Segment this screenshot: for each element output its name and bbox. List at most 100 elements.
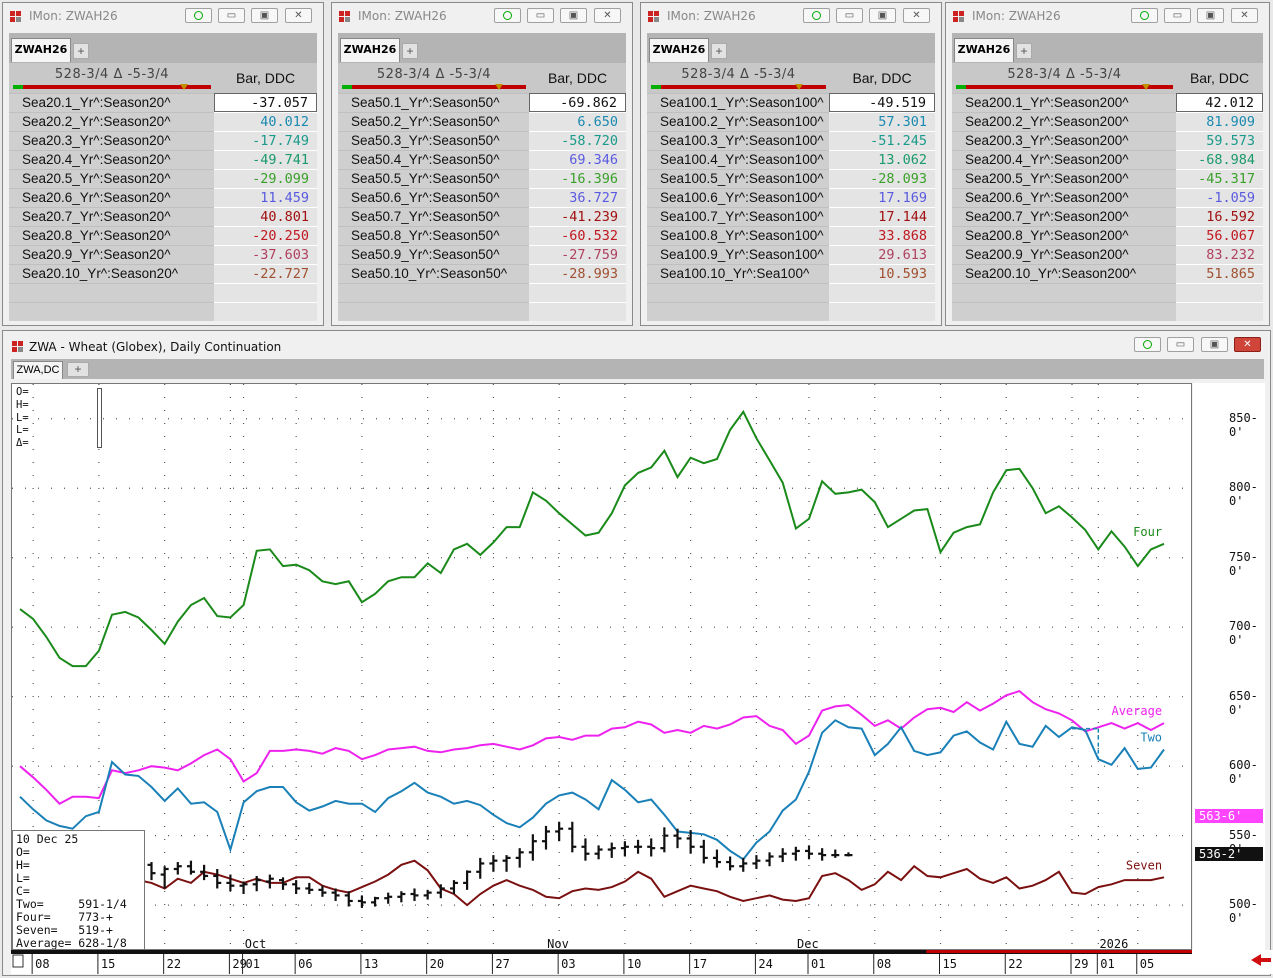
monitor-row[interactable]: Sea20.5_Yr^:Season20^ -29.099 <box>9 169 317 188</box>
row-value[interactable]: -69.862 <box>529 93 626 112</box>
row-value[interactable]: 57.301 <box>829 112 935 131</box>
monitor-row[interactable]: Sea50.6_Yr^:Season50^ 36.727 <box>338 188 626 207</box>
monitor-row[interactable]: Sea200.3_Yr^:Season200^ 59.573 <box>952 131 1263 150</box>
monitor-row[interactable]: Sea100.8_Yr^:Season100^ 33.868 <box>647 226 935 245</box>
close-button[interactable]: ✕ <box>903 8 930 23</box>
monitor-row[interactable]: Sea200.9_Yr^:Season200^ 83.232 <box>952 245 1263 264</box>
row-value[interactable]: -60.532 <box>529 226 626 245</box>
monitor-row[interactable]: Sea200.8_Yr^:Season200^ 56.067 <box>952 226 1263 245</box>
monitor-row[interactable]: Sea100.7_Yr^:Season100^ 17.144 <box>647 207 935 226</box>
close-button[interactable]: ✕ <box>1231 8 1258 23</box>
row-value[interactable]: -37.603 <box>214 245 317 264</box>
link-button[interactable] <box>185 8 212 23</box>
row-value[interactable]: 11.459 <box>214 188 317 207</box>
row-value[interactable]: -16.396 <box>529 169 626 188</box>
row-value[interactable]: 17.169 <box>829 188 935 207</box>
column-header[interactable]: Bar, DDC <box>529 63 626 93</box>
tab-zwah26[interactable]: ZWAH26 <box>649 38 709 62</box>
row-value[interactable]: -20.250 <box>214 226 317 245</box>
row-value[interactable]: 33.868 <box>829 226 935 245</box>
row-value[interactable]: 40.012 <box>214 112 317 131</box>
link-button[interactable] <box>1131 8 1158 23</box>
monitor-row[interactable]: Sea100.9_Yr^:Season100^ 29.613 <box>647 245 935 264</box>
row-value[interactable]: 42.012 <box>1176 93 1263 112</box>
row-value[interactable]: 6.650 <box>529 112 626 131</box>
row-value[interactable]: 56.067 <box>1176 226 1263 245</box>
monitor-row[interactable]: Sea200.1_Yr^:Season200^ 42.012 <box>952 93 1263 112</box>
minimize-button[interactable]: ▭ <box>836 8 863 23</box>
monitor-row[interactable]: Sea200.6_Yr^:Season200^ -1.059 <box>952 188 1263 207</box>
row-value[interactable]: 59.573 <box>1176 131 1263 150</box>
monitor-row[interactable]: Sea200.10_Yr^:Season200^ 51.865 <box>952 264 1263 283</box>
link-button[interactable] <box>1134 337 1161 352</box>
row-value[interactable]: 29.613 <box>829 245 935 264</box>
row-value[interactable]: 36.727 <box>529 188 626 207</box>
row-value[interactable]: 16.592 <box>1176 207 1263 226</box>
row-value[interactable]: -68.984 <box>1176 150 1263 169</box>
monitor-row[interactable]: Sea100.3_Yr^:Season100^ -51.245 <box>647 131 935 150</box>
row-value[interactable]: -51.245 <box>829 131 935 150</box>
monitor-row[interactable]: Sea50.2_Yr^:Season50^ 6.650 <box>338 112 626 131</box>
row-value[interactable]: -45.317 <box>1176 169 1263 188</box>
row-value[interactable]: -29.099 <box>214 169 317 188</box>
row-value[interactable]: 51.865 <box>1176 264 1263 283</box>
close-button[interactable]: ✕ <box>1234 337 1261 352</box>
monitor-row[interactable]: Sea100.10_Yr^:Sea100^ 10.593 <box>647 264 935 283</box>
link-button[interactable] <box>803 8 830 23</box>
row-value[interactable]: 17.144 <box>829 207 935 226</box>
monitor-row[interactable]: Sea20.10_Yr^:Season20^ -22.727 <box>9 264 317 283</box>
minimize-button[interactable]: ▭ <box>527 8 554 23</box>
row-value[interactable]: -28.093 <box>829 169 935 188</box>
row-value[interactable]: 83.232 <box>1176 245 1263 264</box>
monitor-row[interactable]: Sea50.3_Yr^:Season50^ -58.720 <box>338 131 626 150</box>
add-tab-button[interactable]: + <box>73 43 89 59</box>
minimize-button[interactable]: ▭ <box>1167 337 1194 352</box>
link-button[interactable] <box>494 8 521 23</box>
minimize-button[interactable]: ▭ <box>218 8 245 23</box>
monitor-row[interactable]: Sea20.3_Yr^:Season20^ -17.749 <box>9 131 317 150</box>
row-value[interactable]: -27.759 <box>529 245 626 264</box>
row-value[interactable]: -58.720 <box>529 131 626 150</box>
monitor-row[interactable]: Sea100.4_Yr^:Season100^ 13.062 <box>647 150 935 169</box>
maximize-button[interactable]: ▣ <box>560 8 587 23</box>
monitor-row[interactable]: Sea200.4_Yr^:Season200^ -68.984 <box>952 150 1263 169</box>
row-value[interactable]: -49.741 <box>214 150 317 169</box>
monitor-row[interactable]: Sea200.7_Yr^:Season200^ 16.592 <box>952 207 1263 226</box>
column-header[interactable]: Bar, DDC <box>214 63 317 93</box>
row-value[interactable]: -1.059 <box>1176 188 1263 207</box>
close-button[interactable]: ✕ <box>285 8 312 23</box>
maximize-button[interactable]: ▣ <box>1201 337 1228 352</box>
row-value[interactable]: -37.057 <box>214 93 317 112</box>
maximize-button[interactable]: ▣ <box>251 8 278 23</box>
monitor-row[interactable]: Sea50.1_Yr^:Season50^ -69.862 <box>338 93 626 112</box>
monitor-row[interactable]: Sea50.5_Yr^:Season50^ -16.396 <box>338 169 626 188</box>
monitor-row[interactable]: Sea50.4_Yr^:Season50^ 69.346 <box>338 150 626 169</box>
row-value[interactable]: -22.727 <box>214 264 317 283</box>
monitor-row[interactable]: Sea20.8_Yr^:Season20^ -20.250 <box>9 226 317 245</box>
add-tab-button[interactable]: + <box>402 43 418 59</box>
row-value[interactable]: -41.239 <box>529 207 626 226</box>
close-button[interactable]: ✕ <box>594 8 621 23</box>
chart-plot-area[interactable]: Four Average Two Seven Oct Nov Dec 2026 O= H= L… <box>11 383 1192 950</box>
row-value[interactable]: 81.909 <box>1176 112 1263 131</box>
monitor-row[interactable]: Sea50.10_Yr^:Season50^ -28.993 <box>338 264 626 283</box>
maximize-button[interactable]: ▣ <box>1197 8 1224 23</box>
tab-zwah26[interactable]: ZWAH26 <box>340 38 400 62</box>
monitor-row[interactable]: Sea200.5_Yr^:Season200^ -45.317 <box>952 169 1263 188</box>
monitor-row[interactable]: Sea100.2_Yr^:Season100^ 57.301 <box>647 112 935 131</box>
monitor-row[interactable]: Sea20.4_Yr^:Season20^ -49.741 <box>9 150 317 169</box>
tab-zwah26[interactable]: ZWAH26 <box>954 38 1014 62</box>
row-value[interactable]: 13.062 <box>829 150 935 169</box>
monitor-row[interactable]: Sea100.1_Yr^:Season100^ -49.519 <box>647 93 935 112</box>
minimize-button[interactable]: ▭ <box>1164 8 1191 23</box>
add-tab-button[interactable]: + <box>1016 43 1032 59</box>
monitor-row[interactable]: Sea200.2_Yr^:Season200^ 81.909 <box>952 112 1263 131</box>
monitor-row[interactable]: Sea100.5_Yr^:Season100^ -28.093 <box>647 169 935 188</box>
monitor-row[interactable]: Sea50.9_Yr^:Season50^ -27.759 <box>338 245 626 264</box>
row-value[interactable]: 10.593 <box>829 264 935 283</box>
monitor-row[interactable]: Sea20.2_Yr^:Season20^ 40.012 <box>9 112 317 131</box>
monitor-row[interactable]: Sea20.7_Yr^:Season20^ 40.801 <box>9 207 317 226</box>
row-value[interactable]: -17.749 <box>214 131 317 150</box>
monitor-row[interactable]: Sea20.9_Yr^:Season20^ -37.603 <box>9 245 317 264</box>
column-header[interactable]: Bar, DDC <box>1176 63 1263 93</box>
